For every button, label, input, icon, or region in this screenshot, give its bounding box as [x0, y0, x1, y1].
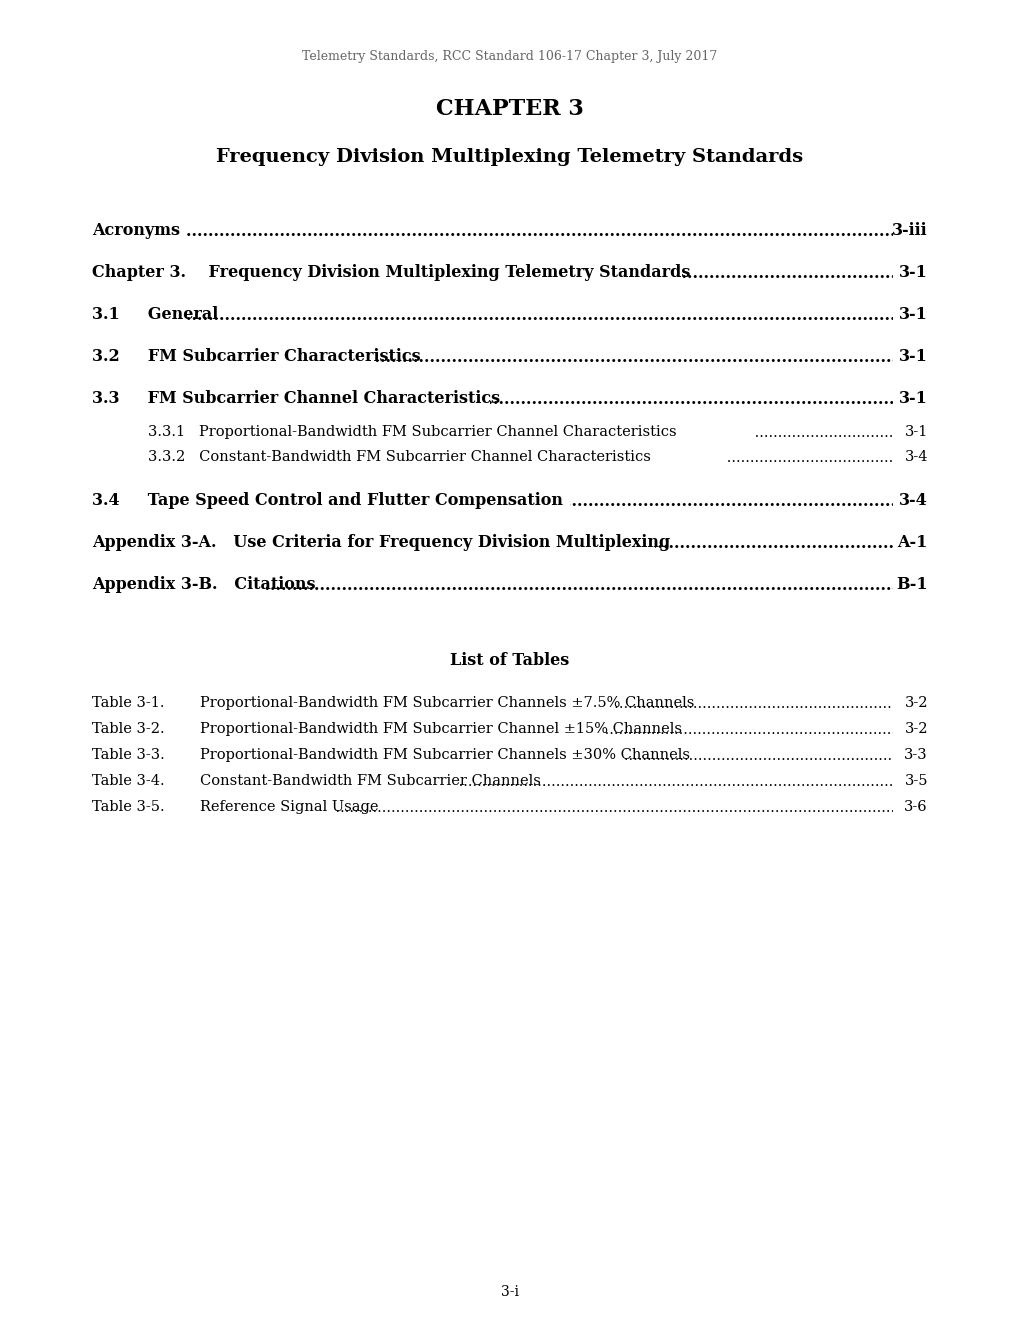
Text: Appendix 3-B.   Citations: Appendix 3-B. Citations [92, 576, 315, 593]
Text: A-1: A-1 [897, 535, 927, 550]
Text: 3.3.1   Proportional-Bandwidth FM Subcarrier Channel Characteristics: 3.3.1 Proportional-Bandwidth FM Subcarri… [148, 425, 676, 440]
Text: ................................................................................: ........................................… [0, 723, 1019, 737]
Text: 3.3.2   Constant-Bandwidth FM Subcarrier Channel Characteristics: 3.3.2 Constant-Bandwidth FM Subcarrier C… [148, 450, 650, 465]
Text: 3-3: 3-3 [904, 748, 927, 762]
Text: Proportional-Bandwidth FM Subcarrier Channels ±7.5% Channels: Proportional-Bandwidth FM Subcarrier Cha… [200, 696, 694, 710]
Text: Proportional-Bandwidth FM Subcarrier Channels ±30% Channels: Proportional-Bandwidth FM Subcarrier Cha… [200, 748, 689, 762]
Text: ................................................................................: ........................................… [0, 775, 1019, 789]
Text: 3.4     Tape Speed Control and Flutter Compensation: 3.4 Tape Speed Control and Flutter Compe… [92, 492, 562, 510]
Text: ................................................................................: ........................................… [0, 426, 1019, 440]
Text: Frequency Division Multiplexing Telemetry Standards: Frequency Division Multiplexing Telemetr… [216, 148, 803, 166]
Text: Table 3-5.: Table 3-5. [92, 800, 164, 814]
Text: ................................................................................: ........................................… [0, 535, 1019, 552]
Text: 3-1: 3-1 [898, 306, 927, 323]
Text: ................................................................................: ........................................… [0, 451, 1019, 465]
Text: Appendix 3-A.   Use Criteria for Frequency Division Multiplexing: Appendix 3-A. Use Criteria for Frequency… [92, 535, 669, 550]
Text: Constant-Bandwidth FM Subcarrier Channels: Constant-Bandwidth FM Subcarrier Channel… [200, 774, 540, 788]
Text: 3-i: 3-i [500, 1284, 519, 1299]
Text: ................................................................................: ........................................… [0, 748, 1019, 763]
Text: 3-2: 3-2 [904, 696, 927, 710]
Text: Table 3-1.: Table 3-1. [92, 696, 164, 710]
Text: ................................................................................: ........................................… [0, 308, 1019, 323]
Text: Telemetry Standards, RCC Standard 106-17 Chapter 3, July 2017: Telemetry Standards, RCC Standard 106-17… [302, 50, 717, 63]
Text: ................................................................................: ........................................… [0, 348, 1019, 366]
Text: ................................................................................: ........................................… [0, 801, 1019, 814]
Text: ................................................................................: ........................................… [0, 265, 1019, 282]
Text: 3-4: 3-4 [899, 492, 927, 510]
Text: 3.3     FM Subcarrier Channel Characteristics: 3.3 FM Subcarrier Channel Characteristic… [92, 389, 499, 407]
Text: Table 3-4.: Table 3-4. [92, 774, 164, 788]
Text: ................................................................................: ........................................… [0, 492, 1019, 510]
Text: 3-1: 3-1 [898, 348, 927, 366]
Text: ................................................................................: ........................................… [0, 697, 1019, 711]
Text: 3-1: 3-1 [904, 425, 927, 440]
Text: ................................................................................: ........................................… [0, 577, 1019, 594]
Text: 3-4: 3-4 [904, 450, 927, 465]
Text: 3-1: 3-1 [898, 264, 927, 281]
Text: CHAPTER 3: CHAPTER 3 [436, 98, 583, 120]
Text: Reference Signal Usage: Reference Signal Usage [200, 800, 378, 814]
Text: Chapter 3.    Frequency Division Multiplexing Telemetry Standards: Chapter 3. Frequency Division Multiplexi… [92, 264, 690, 281]
Text: 3.2     FM Subcarrier Characteristics: 3.2 FM Subcarrier Characteristics [92, 348, 420, 366]
Text: Proportional-Bandwidth FM Subcarrier Channel ±15% Channels: Proportional-Bandwidth FM Subcarrier Cha… [200, 722, 682, 737]
Text: ................................................................................: ........................................… [0, 391, 1019, 408]
Text: List of Tables: List of Tables [450, 652, 569, 669]
Text: 3-2: 3-2 [904, 722, 927, 737]
Text: 3.1     General: 3.1 General [92, 306, 218, 323]
Text: ................................................................................: ........................................… [0, 223, 1019, 240]
Text: 3-1: 3-1 [898, 389, 927, 407]
Text: 3-6: 3-6 [904, 800, 927, 814]
Text: 3-iii: 3-iii [892, 222, 927, 239]
Text: Table 3-2.: Table 3-2. [92, 722, 164, 737]
Text: B-1: B-1 [896, 576, 927, 593]
Text: Table 3-3.: Table 3-3. [92, 748, 165, 762]
Text: 3-5: 3-5 [904, 774, 927, 788]
Text: Acronyms: Acronyms [92, 222, 179, 239]
